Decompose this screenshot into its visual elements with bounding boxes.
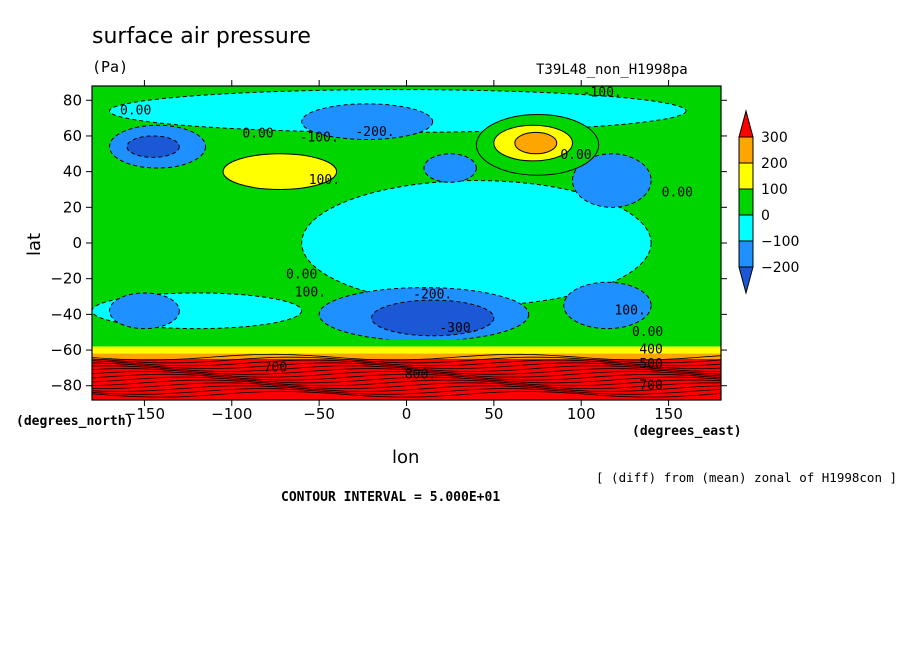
y-tick-label-8: −80 <box>50 377 82 395</box>
isoline <box>92 368 721 375</box>
y-tick-label-3: 20 <box>63 198 82 216</box>
colorbar-cell-0_100 <box>738 188 754 216</box>
contour-label-8: 0.00 <box>286 268 317 283</box>
contour-labels: 0.00 0.00 -100. -200. -100. 0.00 0.00 100. 0.00 1… <box>120 86 693 393</box>
axes: −150 −100 −50 0 50 100 150 80 60 40 20 0 −20 −40 −60 −8… <box>50 80 727 423</box>
colorbar-cell-m100_0 <box>738 214 754 242</box>
contour-region-7 <box>571 153 652 208</box>
contour-label-4: -100. <box>583 86 622 101</box>
contour-region-15 <box>514 131 558 155</box>
y-tick-label-5: −20 <box>50 270 82 288</box>
contour-label-18: 800. <box>405 368 436 383</box>
contour-label-6: 0.00 <box>662 186 693 201</box>
contour-region-8 <box>108 292 180 330</box>
contour-label-7: 100. <box>309 173 340 188</box>
isoline <box>92 371 721 378</box>
contour-label-2: -100. <box>300 130 339 145</box>
y-tick-label-2: 40 <box>63 163 82 181</box>
isoline <box>92 390 721 398</box>
isoline <box>92 365 721 372</box>
isoline <box>92 382 721 390</box>
contour-label-10: -200. <box>413 287 452 302</box>
colorbar-label-2: 100 <box>761 182 788 198</box>
colorbar-cell-m200_m100 <box>738 240 754 268</box>
contour-label-15: 500 <box>639 357 662 372</box>
contour-label-11: -300. <box>439 321 478 336</box>
y-tick-label-6: −40 <box>50 305 82 323</box>
y-tick-label-4: 0 <box>72 234 82 252</box>
units-label: (Pa) <box>92 58 129 76</box>
contour-label-17: 700 <box>264 360 287 375</box>
isoline <box>92 359 721 367</box>
colorbar-label-1: 200 <box>761 156 788 172</box>
contour-lines <box>92 353 721 398</box>
polar-band-1 <box>92 346 721 356</box>
isoline <box>92 376 721 384</box>
x-tick-label-5: 100 <box>567 405 596 423</box>
contour-label-16: 700 <box>639 378 662 393</box>
contour-label-0: 0.00 <box>120 104 151 119</box>
y-tick-label-1: 60 <box>63 127 82 145</box>
y-tick-label-0: 80 <box>63 91 82 109</box>
run-id-label: T39L48_non_H1998pa <box>536 62 688 78</box>
isoline <box>92 385 721 392</box>
x-tick-label-3: 0 <box>402 405 412 423</box>
polar-band-2 <box>92 353 721 361</box>
chart-title: surface air pressure <box>92 24 311 49</box>
colorbar-top-arrow <box>738 109 754 138</box>
contour-region-11 <box>563 281 652 330</box>
x-units-label: (degrees_east) <box>632 424 742 439</box>
isoline <box>92 353 721 361</box>
contour-label-14: 400 <box>639 343 662 358</box>
colorbar-label-3: 0 <box>761 208 770 224</box>
contour-label-1: 0.00 <box>242 127 273 142</box>
contour-interval: CONTOUR INTERVAL = 5.000E+01 <box>281 490 501 505</box>
colorbar: 300 200 100 0 −100 −200 <box>738 109 799 295</box>
contour-label-13: 0.00 <box>632 325 663 340</box>
x-tick-label-0: −150 <box>124 405 165 423</box>
contour-region-4 <box>126 135 180 158</box>
contour-field <box>92 86 721 400</box>
x-tick-label-2: −50 <box>303 405 335 423</box>
contour-label-5: 0.00 <box>560 148 591 163</box>
y-units-label: (degrees_north) <box>16 414 134 429</box>
colorbar-label-5: −200 <box>761 260 799 276</box>
isoline <box>92 356 721 364</box>
colorbar-label-4: −100 <box>761 234 799 250</box>
contour-label-3: -200. <box>355 125 394 140</box>
x-tick-label-4: 50 <box>484 405 503 423</box>
isoline <box>92 379 721 387</box>
y-tick-label-7: −60 <box>50 341 82 359</box>
contour-region-10 <box>371 299 495 337</box>
isoline <box>92 388 721 395</box>
colorbar-bottom-arrow <box>738 266 754 295</box>
isoline <box>92 362 721 369</box>
x-tick-label-6: 150 <box>654 405 683 423</box>
x-tick-label-1: −100 <box>211 405 252 423</box>
colorbar-cell-100_200 <box>738 162 754 190</box>
contour-label-9: 100. <box>295 286 326 301</box>
diff-note: [ (diff) from (mean) zonal of H1998con ] <box>596 470 898 485</box>
contour-label-12: 100. <box>614 303 645 318</box>
isoline <box>92 373 721 381</box>
contour-region-5 <box>301 103 434 141</box>
contour-region-12 <box>222 153 338 190</box>
colorbar-label-0: 300 <box>761 130 788 146</box>
x-axis-label: lon <box>392 447 420 468</box>
colorbar-cell-200_300 <box>738 136 754 164</box>
contour-region-6 <box>423 153 477 183</box>
